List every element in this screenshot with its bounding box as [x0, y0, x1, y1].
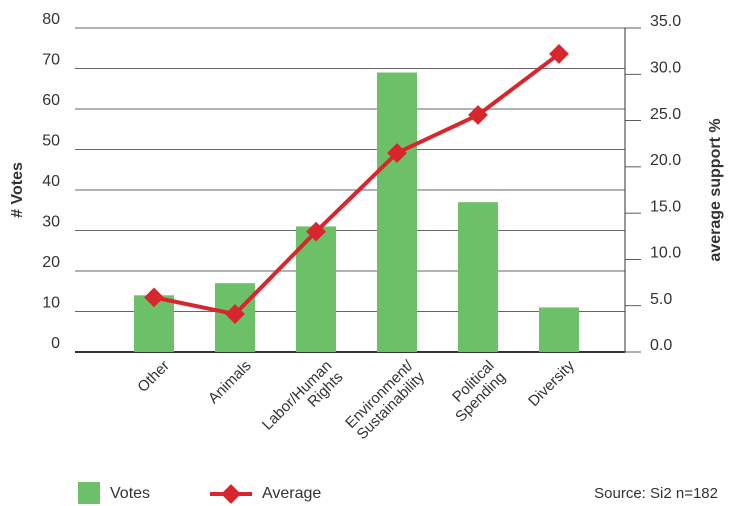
- bar: [458, 202, 498, 352]
- line-marker: [144, 287, 164, 308]
- y-tick-label: 50: [42, 133, 60, 150]
- y-tick-label: 40: [42, 173, 60, 190]
- line: [153, 52, 561, 317]
- y2-axis-title: average support %: [707, 118, 724, 261]
- y2-tick-label: 0.0: [650, 337, 672, 354]
- line-marker: [387, 143, 407, 163]
- bar: [539, 307, 579, 352]
- y-tick-label: 10: [42, 295, 60, 312]
- y-tick-label: 20: [42, 254, 60, 271]
- y2-tick-label: 15.0: [650, 198, 681, 215]
- line-marker: [306, 221, 326, 242]
- line-marker: [225, 304, 245, 324]
- y2-tick-label: 20.0: [650, 152, 681, 169]
- y2-tick-label: 30.0: [650, 60, 681, 77]
- y-tick-label: 60: [42, 92, 60, 109]
- legend-label: Votes: [110, 485, 150, 502]
- y2-tick-label: 10.0: [650, 245, 681, 262]
- y-tick-label: 80: [42, 11, 60, 28]
- legend-marker: [221, 484, 241, 504]
- y2-tick-label: 25.0: [650, 106, 681, 123]
- y2-tick-label: 5.0: [650, 291, 672, 308]
- y2-tick-label: 35.0: [650, 13, 681, 30]
- bar: [377, 72, 417, 353]
- legend-label: Average: [262, 485, 321, 502]
- y-tick-label: 70: [42, 52, 60, 69]
- y-tick-label: 30: [42, 214, 60, 231]
- legend-swatch: [78, 482, 100, 504]
- source-note: Source: Si2 n=182: [594, 485, 718, 502]
- y-tick-label: 0: [51, 335, 60, 352]
- line-marker: [468, 105, 488, 125]
- y-axis-title: # Votes: [9, 162, 26, 218]
